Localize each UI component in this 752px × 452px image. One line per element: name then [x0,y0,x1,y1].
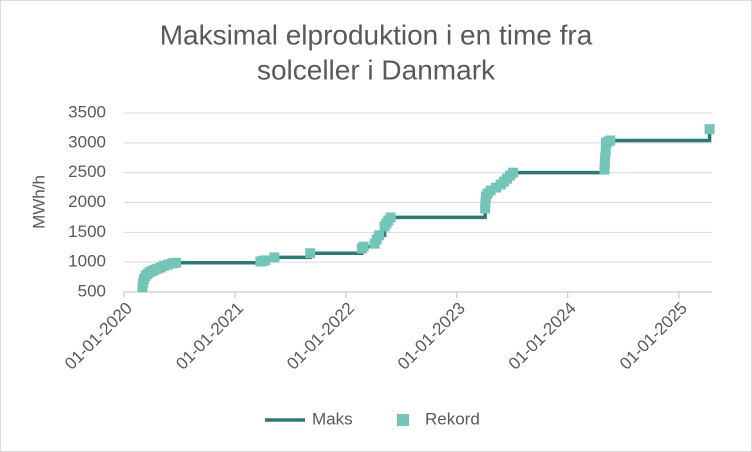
y-tick-label: 1000 [68,252,106,271]
marker [374,230,385,241]
marker [358,241,369,252]
marker [704,124,715,135]
marker [599,164,610,175]
y-axis-label: MWh/h [29,175,48,229]
marker [605,135,616,146]
y-tick-label: 2500 [68,162,106,181]
marker [485,185,496,196]
y-tick-label: 3500 [68,102,106,121]
marker [385,212,396,223]
marker [508,167,519,178]
chart-title: Maksimal elproduktion i en time fra [160,19,593,50]
marker [599,158,610,169]
marker [269,252,280,263]
legend-marker [397,414,409,426]
marker [600,146,611,157]
marker [480,197,491,208]
y-tick-label: 2000 [68,192,106,211]
y-tick-label: 3000 [68,132,106,151]
chart-title: solceller i Danmark [257,54,496,85]
marker [600,152,611,163]
marker [170,257,181,268]
marker [260,255,271,266]
y-tick-label: 1500 [68,222,106,241]
legend-label: Rekord [425,409,480,428]
y-tick-label: 500 [78,281,106,300]
legend-label: Maks [312,409,353,428]
marker [480,203,491,214]
marker [305,248,316,259]
